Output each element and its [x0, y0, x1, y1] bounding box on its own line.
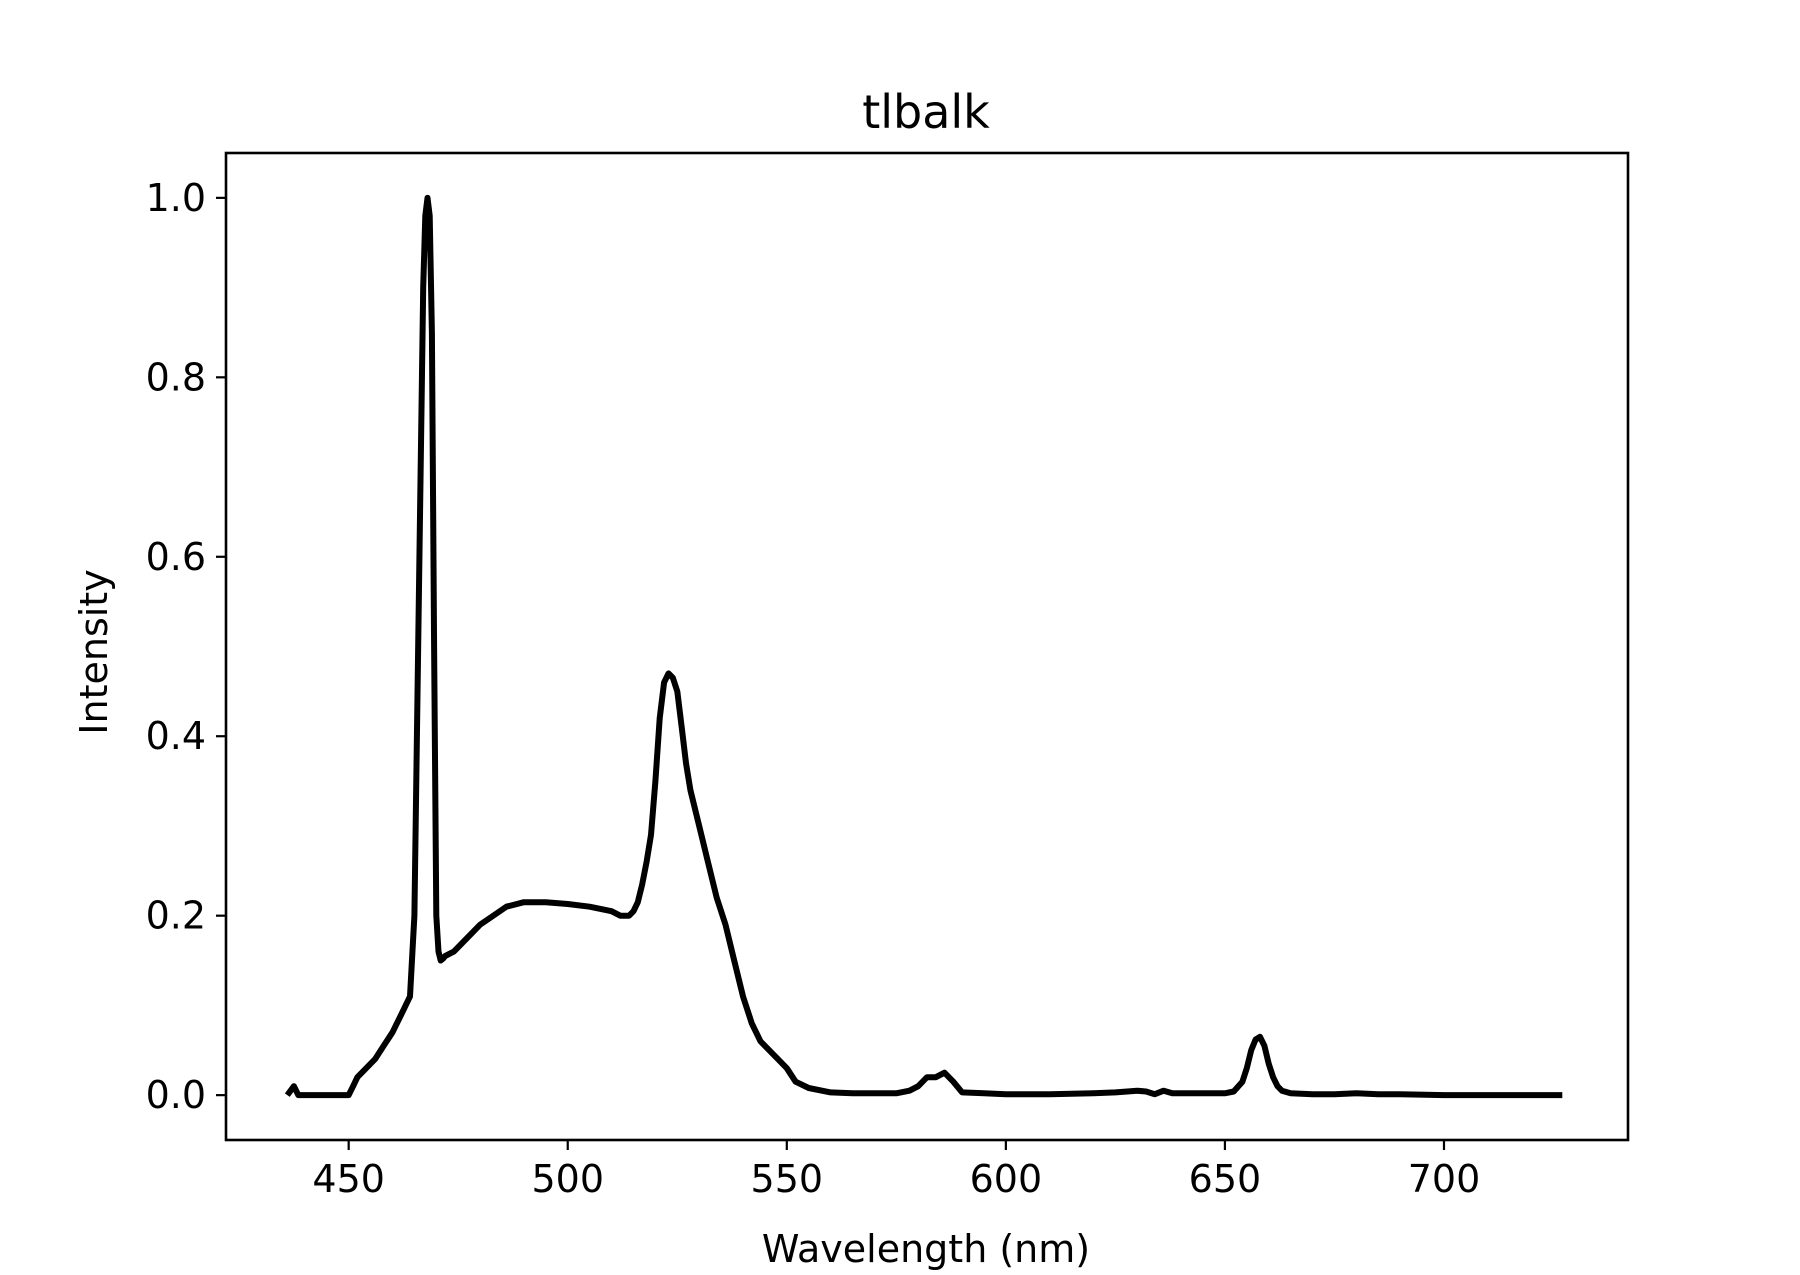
y-tick-label: 1.0 — [146, 176, 206, 220]
x-tick-label: 450 — [312, 1157, 385, 1201]
x-tick-label: 600 — [970, 1157, 1043, 1201]
x-axis: 450 500 550 600 650 700 — [312, 1140, 1480, 1201]
y-tick-label: 0.0 — [146, 1073, 206, 1117]
y-tick-label: 0.8 — [146, 355, 206, 399]
x-tick-label: 550 — [751, 1157, 824, 1201]
y-tick-label: 0.4 — [146, 714, 206, 758]
y-tick-label: 0.6 — [146, 535, 206, 579]
y-axis-label: Intensity — [72, 569, 116, 734]
x-axis-label: Wavelength (nm) — [762, 1227, 1090, 1271]
y-axis: 0.0 0.2 0.4 0.6 0.8 1.0 — [146, 176, 226, 1117]
x-tick-label: 650 — [1189, 1157, 1262, 1201]
chart-title: tlbalk — [862, 85, 990, 139]
x-tick-label: 500 — [531, 1157, 604, 1201]
spectrum-line — [284, 194, 1563, 1099]
plot-area — [284, 194, 1563, 1099]
y-tick-label: 0.2 — [146, 894, 206, 938]
axes-frame — [224, 151, 1630, 1142]
x-tick-label: 700 — [1408, 1157, 1481, 1201]
